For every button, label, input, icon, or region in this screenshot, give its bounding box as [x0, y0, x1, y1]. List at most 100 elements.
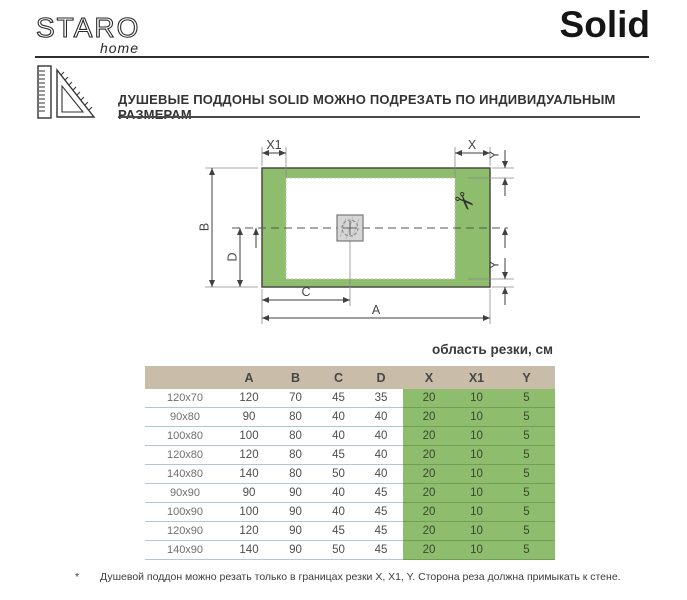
page-title: Solid: [559, 4, 650, 45]
footnote: * Душевой поддон можно резать только в г…: [75, 571, 675, 583]
value-cell: 80: [273, 445, 318, 465]
value-cell: 20: [403, 502, 455, 522]
table-row: 140x80 140 80 50 40 20 10 5: [145, 464, 555, 484]
banner-rule: [118, 116, 640, 118]
value-cell: 10: [455, 483, 498, 503]
table-row: 120x80 120 80 45 40 20 10 5: [145, 445, 555, 465]
value-cell: 10: [455, 464, 498, 484]
value-cell: 10: [455, 521, 498, 541]
size-cell: 90x80: [145, 407, 225, 427]
col-header-x: X: [403, 366, 455, 389]
table-row: 100x80 100 80 40 40 20 10 5: [145, 426, 555, 446]
value-cell: 90: [273, 502, 318, 522]
size-cell: 120x70: [145, 389, 225, 408]
value-cell: 100: [225, 502, 273, 522]
value-cell: 5: [498, 407, 555, 427]
value-cell: 80: [273, 407, 318, 427]
cut-table: A B C D X X1 Y 120x70 120 70 45 35 20 10 5 90x80…: [145, 366, 555, 560]
size-cell: 90x90: [145, 483, 225, 503]
value-cell: 90: [225, 483, 273, 503]
dimension-lines: [211, 150, 506, 319]
value-cell: 5: [498, 502, 555, 522]
value-cell: 40: [359, 445, 403, 465]
dim-label-d: D: [225, 252, 239, 261]
dim-label-a: A: [372, 303, 381, 317]
value-cell: 140: [225, 464, 273, 484]
value-cell: 20: [403, 521, 455, 541]
value-cell: 20: [403, 464, 455, 484]
col-header-c: C: [318, 366, 359, 389]
size-cell: 120x80: [145, 445, 225, 465]
banner-text: ДУШЕВЫЕ ПОДДОНЫ SOLID МОЖНО ПОДРЕЗАТЬ ПО…: [118, 92, 616, 122]
value-cell: 20: [403, 407, 455, 427]
value-cell: 45: [359, 540, 403, 560]
brand-logo: STARO home: [35, 11, 140, 56]
value-cell: 10: [455, 426, 498, 446]
value-cell: 40: [359, 407, 403, 427]
value-cell: 40: [318, 483, 359, 503]
value-cell: 70: [273, 389, 318, 408]
table-row: 120x90 120 90 45 45 20 10 5: [145, 521, 555, 541]
size-cell: 120x90: [145, 521, 225, 541]
value-cell: 45: [359, 521, 403, 541]
cut-table-body: 120x70 120 70 45 35 20 10 5 90x80 90 80 40 40 20 10 5 10…: [145, 389, 555, 560]
value-cell: 10: [455, 389, 498, 408]
value-cell: 40: [359, 464, 403, 484]
col-header-y: Y: [498, 366, 555, 389]
value-cell: 45: [318, 389, 359, 408]
col-header-b: B: [273, 366, 318, 389]
footnote-text: Душевой поддон можно резать только в гра…: [100, 571, 621, 583]
value-cell: 20: [403, 426, 455, 446]
value-cell: 5: [498, 521, 555, 541]
value-cell: 45: [318, 445, 359, 465]
value-cell: 10: [455, 407, 498, 427]
value-cell: 20: [403, 389, 455, 408]
dim-label-y-bottom: Y: [487, 260, 501, 269]
value-cell: 40: [318, 502, 359, 522]
brand-sub: home: [100, 40, 139, 56]
value-cell: 45: [318, 521, 359, 541]
size-cell: 140x90: [145, 540, 225, 560]
tray-diagram: X1 X B D C A Y Y ✂: [197, 138, 514, 324]
ruler-triangle-icon: [37, 65, 96, 119]
table-row: 140x90 140 90 50 45 20 10 5: [145, 540, 555, 560]
value-cell: 10: [455, 540, 498, 560]
dim-label-y-top: Y: [487, 150, 501, 159]
value-cell: 120: [225, 445, 273, 465]
value-cell: 40: [318, 407, 359, 427]
dim-label-b: B: [197, 223, 211, 231]
value-cell: 90: [273, 540, 318, 560]
value-cell: 120: [225, 389, 273, 408]
value-cell: 45: [359, 502, 403, 522]
col-header-size: [145, 366, 225, 389]
value-cell: 40: [359, 426, 403, 446]
value-cell: 5: [498, 483, 555, 503]
value-cell: 120: [225, 521, 273, 541]
value-cell: 5: [498, 426, 555, 446]
table-row: 100x90 100 90 40 45 20 10 5: [145, 502, 555, 522]
value-cell: 45: [359, 483, 403, 503]
value-cell: 5: [498, 445, 555, 465]
value-cell: 5: [498, 540, 555, 560]
drain-icon: [336, 214, 364, 242]
value-cell: 100: [225, 426, 273, 446]
brand-name: STARO: [36, 12, 140, 43]
size-cell: 100x80: [145, 426, 225, 446]
value-cell: 10: [455, 445, 498, 465]
size-cell: 140x80: [145, 464, 225, 484]
value-cell: 50: [318, 540, 359, 560]
col-header-a: A: [225, 366, 273, 389]
value-cell: 20: [403, 483, 455, 503]
dim-label-x1: X1: [266, 138, 281, 152]
value-cell: 90: [225, 407, 273, 427]
table-row: 90x80 90 80 40 40 20 10 5: [145, 407, 555, 427]
value-cell: 90: [273, 521, 318, 541]
value-cell: 80: [273, 426, 318, 446]
value-cell: 10: [455, 502, 498, 522]
value-cell: 35: [359, 389, 403, 408]
value-cell: 20: [403, 445, 455, 465]
value-cell: 40: [318, 426, 359, 446]
dimension-arrowheads: [209, 150, 508, 321]
dim-label-c: C: [301, 285, 310, 299]
